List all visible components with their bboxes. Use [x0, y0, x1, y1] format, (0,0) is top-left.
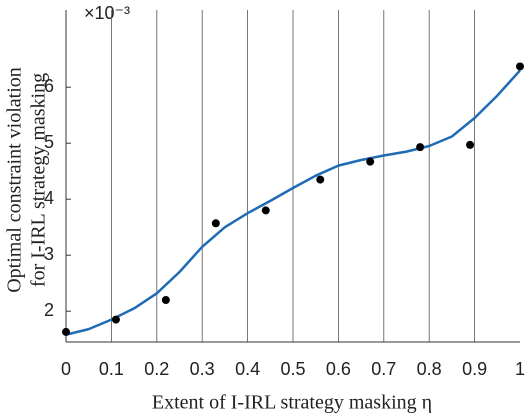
y-axis-label: Optimal constraint violation [4, 67, 26, 293]
point [316, 175, 325, 184]
y-axis-label: for I-IRL strategy masking [28, 73, 50, 287]
y-tick-label: 6 [44, 76, 54, 96]
y-tick-label: 4 [44, 188, 54, 208]
y-tick-label: 3 [44, 244, 54, 264]
point [466, 140, 475, 149]
point [62, 327, 70, 336]
point [111, 315, 120, 324]
point [261, 206, 270, 215]
x-tick-label: 0.5 [280, 359, 305, 379]
x-tick-label: 0.2 [144, 359, 169, 379]
point [161, 296, 170, 304]
point [366, 157, 375, 166]
x-tick-label: 0.8 [417, 359, 442, 379]
y-tick-label: 5 [44, 132, 54, 152]
point [416, 143, 425, 152]
point [516, 62, 524, 71]
y-multiplier: ×10⁻³ [84, 3, 130, 23]
x-tick-label: 1 [515, 359, 525, 379]
fit-line [65, 69, 521, 336]
x-tick-label: 0.6 [326, 359, 351, 379]
y-tick-label: 2 [44, 300, 54, 320]
x-tick-label: 0.9 [462, 359, 487, 379]
point [211, 219, 220, 228]
x-tick-label: 0 [61, 359, 71, 379]
x-tick-label: 0.4 [235, 359, 260, 379]
x-axis-label: Extent of I-IRL strategy masking η [152, 392, 432, 414]
x-tick-label: 0.1 [99, 359, 124, 379]
x-tick-label: 0.3 [190, 359, 215, 379]
x-tick-label: 0.7 [371, 359, 396, 379]
